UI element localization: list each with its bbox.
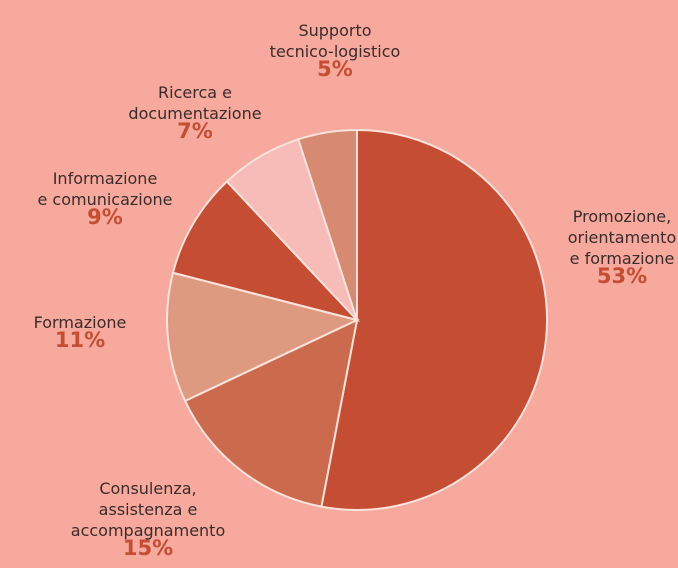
value-label: 9% bbox=[87, 205, 123, 229]
label-line: Consulenza, bbox=[99, 479, 196, 498]
slice-label: Supporto tecnico-logistico bbox=[270, 21, 401, 61]
label-line: e formazione bbox=[570, 249, 675, 268]
label-line: Supporto bbox=[298, 21, 371, 40]
label-line: accompagnamento bbox=[71, 521, 225, 540]
label-line: Promozione, bbox=[573, 207, 671, 226]
label-line: tecnico-logistico bbox=[270, 42, 401, 61]
label-line: assistenza e bbox=[99, 500, 198, 519]
value-label: 53% bbox=[597, 264, 647, 288]
label-line: e comunicazione bbox=[37, 190, 172, 209]
label-line: Informazione bbox=[53, 169, 158, 188]
value-label: 7% bbox=[177, 119, 213, 143]
pie-slice bbox=[320, 128, 548, 511]
label-line: Ricerca e bbox=[158, 83, 232, 102]
value-label: 15% bbox=[123, 536, 173, 560]
slice-label: Formazione bbox=[34, 313, 127, 332]
pie-slice bbox=[166, 271, 360, 403]
slice-label: Ricerca e documentazione bbox=[128, 83, 261, 123]
slice-label: Promozione, orientamento e formazione bbox=[568, 207, 677, 268]
pie-slice bbox=[183, 318, 359, 508]
label-line: Formazione bbox=[34, 313, 127, 332]
pie-slice bbox=[171, 180, 361, 322]
label-line: documentazione bbox=[128, 104, 261, 123]
label-line: orientamento bbox=[568, 228, 677, 247]
pie-slice bbox=[297, 128, 358, 321]
value-label: 5% bbox=[317, 57, 353, 81]
value-label: 11% bbox=[55, 328, 105, 352]
slice-label: Consulenza, assistenza e accompagnamento bbox=[71, 479, 225, 540]
slice-label: Informazione e comunicazione bbox=[37, 169, 172, 209]
